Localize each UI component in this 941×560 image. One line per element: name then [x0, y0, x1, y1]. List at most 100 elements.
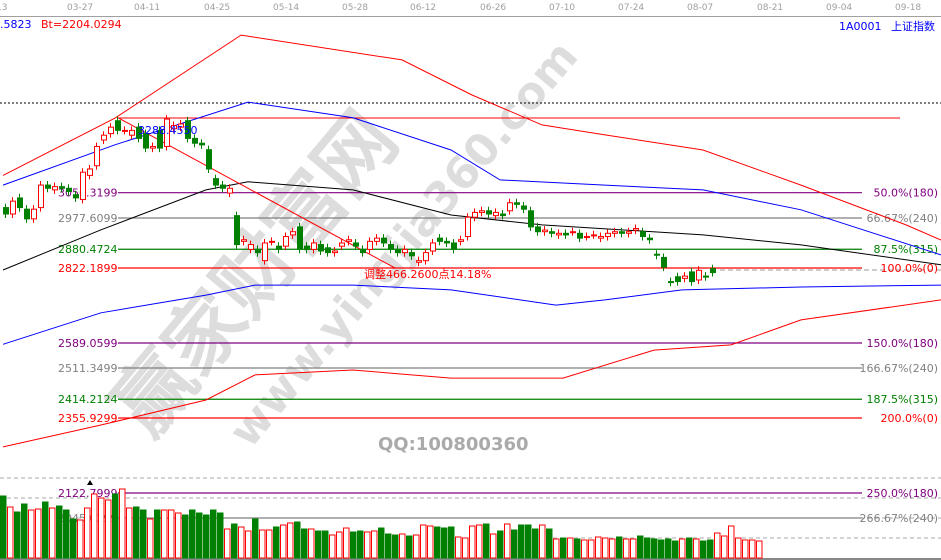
candle [402, 248, 408, 254]
indicator-line [2, 284, 941, 345]
volume-bar [574, 538, 581, 559]
candle [185, 120, 191, 139]
volume-bar [35, 508, 42, 559]
volume-bar [154, 509, 161, 559]
fib-price-label: 2414.2124 [58, 393, 118, 406]
candle [626, 231, 632, 234]
fib-percent-label: 150.0%(180) [866, 337, 938, 350]
volume-bar [728, 525, 735, 559]
volume-bar [0, 495, 7, 559]
candle [360, 248, 366, 254]
volume-bar [196, 512, 203, 559]
candle [199, 142, 205, 146]
volume-bar [504, 523, 511, 559]
fib-percent-label: 87.5%(315) [873, 243, 938, 256]
volume-bar [315, 530, 322, 559]
volume-bar [112, 493, 119, 559]
volume-bar [210, 509, 217, 559]
volume-bar [84, 507, 91, 559]
candle [493, 211, 499, 217]
volume-bar [287, 522, 294, 559]
adjust-label: 调整466.2600点14.18% [364, 267, 491, 281]
indicator-line [2, 181, 941, 271]
candle [171, 125, 177, 130]
volume-bar [70, 518, 77, 559]
volume-bar [350, 531, 357, 559]
fib-percent-label: 50.0%(180) [873, 187, 938, 200]
fib-price-label: 2822.1899 [58, 262, 118, 275]
volume-bar [231, 523, 238, 559]
volume-bar [385, 533, 392, 559]
candle [87, 168, 93, 176]
volume-bar [49, 507, 56, 559]
candle [143, 133, 149, 149]
volume-bar [448, 526, 455, 559]
candle [486, 210, 492, 215]
volume-bar [378, 527, 385, 559]
candle [619, 231, 625, 234]
volume-bar [357, 530, 364, 559]
candle [542, 229, 548, 233]
volume-bar [77, 519, 84, 559]
volume-bar [294, 521, 301, 559]
date-axis: 13 03-27 04-11 04-25 05-14 05-28 06-12 06-26 07-… [0, 0, 941, 17]
volume-bar [119, 488, 126, 559]
candle [192, 137, 198, 144]
candle [703, 275, 709, 278]
volume-bar [56, 505, 63, 559]
volume-bar [28, 509, 35, 559]
candle [689, 271, 695, 283]
candle [206, 149, 212, 170]
candle [661, 256, 667, 268]
volume-bar [483, 523, 490, 559]
candle [332, 250, 338, 254]
volume-bar [252, 518, 259, 559]
candle [227, 187, 233, 194]
volume-bar [567, 537, 574, 559]
volume-bar [707, 539, 714, 559]
volume-bar [175, 512, 182, 559]
candle [605, 232, 611, 238]
volume-bar [588, 539, 595, 559]
security-code: 1A0001 [838, 20, 882, 33]
fib-percent-label: 66.67%(240) [866, 212, 938, 225]
watermark-qq: QQ:100800360 [378, 434, 529, 455]
volume-bar [217, 512, 224, 559]
date-tick-label: 07-24 [618, 3, 645, 13]
volume-bar [329, 534, 336, 559]
volume-bar [581, 539, 588, 559]
candle [563, 232, 569, 236]
volume-bar [525, 524, 532, 559]
volume-bar [168, 509, 175, 559]
fib-price-label: 2589.0599 [58, 337, 118, 350]
candle [213, 178, 219, 186]
candle [479, 210, 485, 213]
volume-bar [161, 509, 168, 559]
candle [409, 252, 415, 257]
candle [430, 242, 436, 252]
volume-bar [462, 537, 469, 559]
candle [290, 231, 296, 236]
candle [66, 187, 72, 192]
volume-bar [91, 493, 98, 559]
date-tick-label: 03-27 [67, 3, 94, 13]
candle [423, 252, 429, 262]
candle [269, 240, 275, 243]
volume-bar [259, 529, 266, 559]
indicator-line [2, 299, 941, 448]
volume-bar [336, 531, 343, 559]
candle [549, 231, 555, 234]
info-value-red: Bt=2204.0294 [41, 18, 122, 31]
candle [3, 207, 9, 215]
date-tick-label: 07-10 [549, 3, 576, 13]
volume-bar [343, 527, 350, 559]
candle [381, 237, 387, 244]
volume-bar [637, 535, 644, 559]
volume-bar [672, 540, 679, 559]
candle [304, 245, 310, 250]
volume-bar [721, 535, 728, 559]
candle [346, 239, 352, 242]
candle [521, 205, 527, 210]
candle [675, 276, 681, 283]
